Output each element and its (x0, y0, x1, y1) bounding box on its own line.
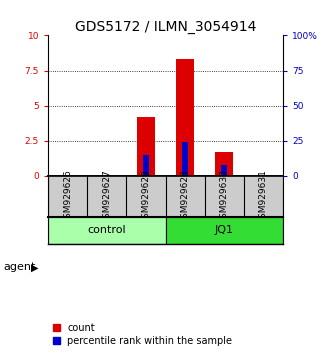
Bar (182, 142, 188, 176)
Bar (215, 152, 233, 176)
Text: GSM929631: GSM929631 (259, 169, 268, 224)
Bar (137, 117, 155, 176)
Text: ▶: ▶ (31, 262, 38, 272)
Bar (166, 217, 283, 244)
Text: JQ1: JQ1 (215, 225, 234, 235)
Bar (48, 217, 166, 244)
Text: GSM929627: GSM929627 (102, 169, 111, 224)
Bar (143, 155, 149, 176)
Text: GSM929626: GSM929626 (63, 169, 72, 224)
Bar (221, 165, 227, 176)
Text: agent: agent (3, 262, 36, 272)
Bar (176, 59, 194, 176)
Legend: count, percentile rank within the sample: count, percentile rank within the sample (53, 323, 232, 346)
Text: GSM929630: GSM929630 (220, 169, 229, 224)
Text: control: control (87, 225, 126, 235)
Text: GSM929628: GSM929628 (181, 169, 190, 224)
Title: GDS5172 / ILMN_3054914: GDS5172 / ILMN_3054914 (75, 21, 256, 34)
Text: GSM929629: GSM929629 (141, 169, 150, 224)
